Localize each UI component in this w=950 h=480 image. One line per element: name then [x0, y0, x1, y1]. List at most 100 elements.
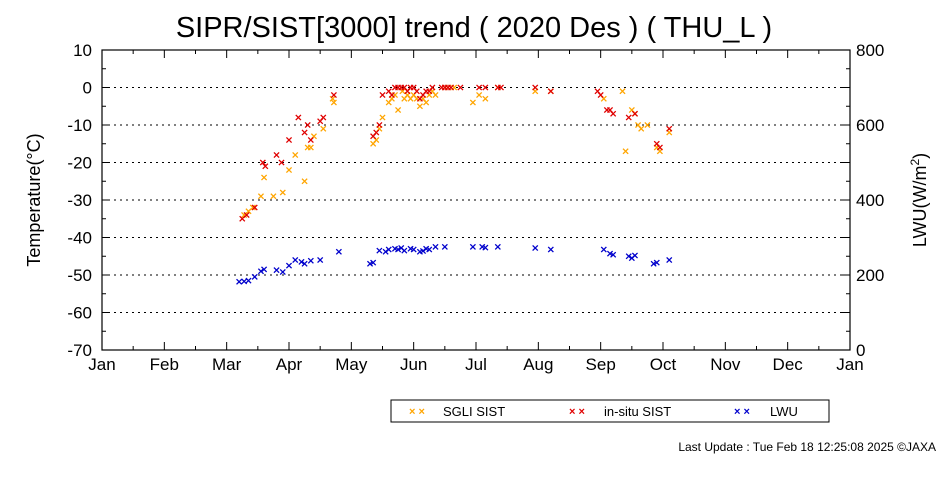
data-point	[335, 248, 342, 255]
data-point	[497, 84, 504, 91]
x-tick-label: May	[335, 355, 368, 374]
grid-lines	[102, 87, 850, 313]
data-point	[329, 95, 336, 102]
series-1	[239, 84, 673, 222]
y-tick-label: 0	[83, 79, 92, 98]
y2-tick-label: 800	[856, 41, 884, 60]
data-point	[625, 253, 632, 260]
data-point	[494, 243, 501, 250]
x-tick-label: Jan	[836, 355, 863, 374]
data-point	[251, 273, 258, 280]
data-point	[432, 243, 439, 250]
data-point	[243, 211, 250, 219]
data-point	[317, 256, 324, 264]
data-point	[301, 129, 308, 136]
data-point	[413, 88, 420, 95]
y-axis-label: Temperature(°C)	[24, 133, 44, 266]
data-point	[656, 144, 663, 151]
data-point	[370, 259, 377, 266]
data-point	[279, 189, 286, 196]
data-point	[610, 110, 617, 117]
data-point	[330, 99, 337, 106]
y2-tick-label: 200	[856, 266, 884, 285]
data-point	[270, 193, 277, 200]
data-point	[482, 84, 489, 91]
data-point	[259, 159, 266, 166]
x-tick-labels: Jan Feb Mar Apr May Jun Jul Aug Sep Oct Nov Dec Jan	[88, 355, 863, 374]
data-point	[547, 246, 554, 253]
data-point	[482, 244, 489, 251]
data-point	[429, 84, 436, 91]
y-tick-label: -30	[67, 191, 92, 210]
data-point	[469, 99, 476, 106]
x-tick-label: Sep	[586, 355, 616, 374]
data-point	[395, 106, 402, 114]
data-point	[622, 148, 629, 155]
legend-label-sgli: SGLI SIST	[443, 404, 505, 419]
data-point	[426, 246, 433, 253]
x-tick-label: Jan	[88, 355, 115, 374]
data-point	[285, 136, 293, 144]
data-point	[295, 114, 302, 121]
axis-ticks	[101, 49, 851, 351]
y-tick-labels: 10 0 -10 -20 -30 -40 -50 -60 -70	[67, 41, 92, 360]
x-tick-label: Aug	[523, 355, 553, 374]
data-point	[307, 257, 314, 264]
data-point	[416, 103, 423, 110]
data-point	[401, 247, 408, 254]
data-point	[292, 151, 299, 159]
data-point	[469, 243, 476, 250]
data-point	[410, 246, 417, 253]
data-point	[644, 121, 651, 129]
y2-tick-labels: 800 600 400 200 0	[856, 41, 884, 360]
data-point	[395, 246, 402, 253]
data-point	[307, 136, 314, 144]
data-point	[376, 121, 383, 129]
data-point	[532, 84, 539, 91]
legend-marker-sgli: × ×	[409, 406, 425, 418]
data-point	[600, 246, 607, 253]
data-point	[610, 251, 617, 258]
y-tick-label: 10	[73, 41, 92, 60]
data-point	[273, 267, 280, 274]
data-point	[376, 247, 383, 254]
x-tick-label: Oct	[650, 355, 677, 374]
data-marks	[236, 84, 673, 285]
y2-axis-label: LWU(W/m2)	[908, 153, 930, 247]
data-point	[245, 277, 252, 284]
data-point	[379, 114, 386, 121]
data-point	[261, 266, 268, 273]
data-point	[476, 91, 483, 99]
legend-box	[390, 399, 830, 423]
x-tick-label: Dec	[773, 355, 804, 374]
data-point	[625, 114, 632, 121]
data-point	[236, 278, 243, 285]
series-0	[241, 84, 673, 219]
data-point	[257, 193, 265, 200]
legend-marker-insitu: × ×	[569, 406, 585, 418]
y-tick-label: -50	[67, 266, 92, 285]
data-point	[631, 110, 639, 117]
legend-label-insitu: in-situ SIST	[604, 404, 671, 419]
data-point	[547, 88, 554, 95]
data-point	[278, 159, 285, 166]
data-point	[273, 151, 280, 159]
data-point	[285, 262, 293, 269]
data-point	[304, 121, 311, 129]
data-point	[666, 125, 673, 132]
y-tick-label: -60	[67, 304, 92, 323]
data-point	[262, 163, 269, 170]
y2-axis-label-main: LWU(W/m	[910, 166, 930, 248]
legend-marker-lwu: × ×	[734, 406, 750, 418]
data-point	[457, 84, 464, 91]
y-tick-label: -10	[67, 116, 92, 135]
y2-axis-label-sup: 2	[908, 159, 922, 166]
data-point	[441, 243, 448, 250]
last-update-footer: Last Update : Tue Feb 18 12:25:08 2025 ©…	[678, 440, 936, 454]
data-point	[379, 91, 386, 99]
data-point	[638, 125, 645, 132]
data-point	[251, 204, 258, 211]
data-point	[279, 268, 286, 276]
data-point	[666, 256, 673, 264]
